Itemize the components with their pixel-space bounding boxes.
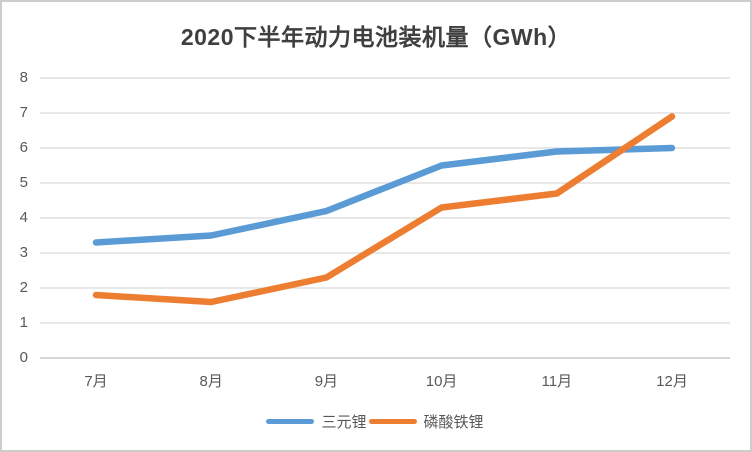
legend: 三元锂 磷酸铁锂: [2, 410, 750, 432]
x-tick-label: 9月: [314, 373, 339, 390]
chart-title: 2020下半年动力电池装机量（GWh）: [180, 24, 572, 50]
legend-label-linsuantieli: 磷酸铁锂: [423, 413, 484, 431]
series-line-1: [92, 113, 676, 306]
legend-swatch-sanyuanli: [266, 418, 315, 424]
legend-swatch-linsuantieli: [368, 418, 417, 424]
x-tick-label: 10月: [425, 373, 458, 390]
series-line-0: [92, 144, 676, 246]
x-tick-label: 7月: [84, 373, 108, 390]
y-tick-label: 5: [19, 174, 28, 191]
x-tick-label: 11月: [541, 373, 573, 390]
y-tick-label: 0: [19, 349, 28, 366]
y-tick-label: 1: [19, 314, 28, 331]
y-tick-label: 8: [19, 69, 28, 86]
y-tick-label: 7: [19, 104, 28, 121]
y-tick-label: 6: [19, 139, 28, 156]
x-tick-label: 8月: [199, 373, 223, 390]
x-tick-label: 12月: [656, 373, 688, 390]
y-tick-label: 2: [19, 279, 28, 296]
legend-label-sanyuanli: 三元锂: [321, 413, 367, 431]
y-tick-label: 4: [19, 209, 28, 226]
y-tick-label: 3: [19, 244, 28, 261]
